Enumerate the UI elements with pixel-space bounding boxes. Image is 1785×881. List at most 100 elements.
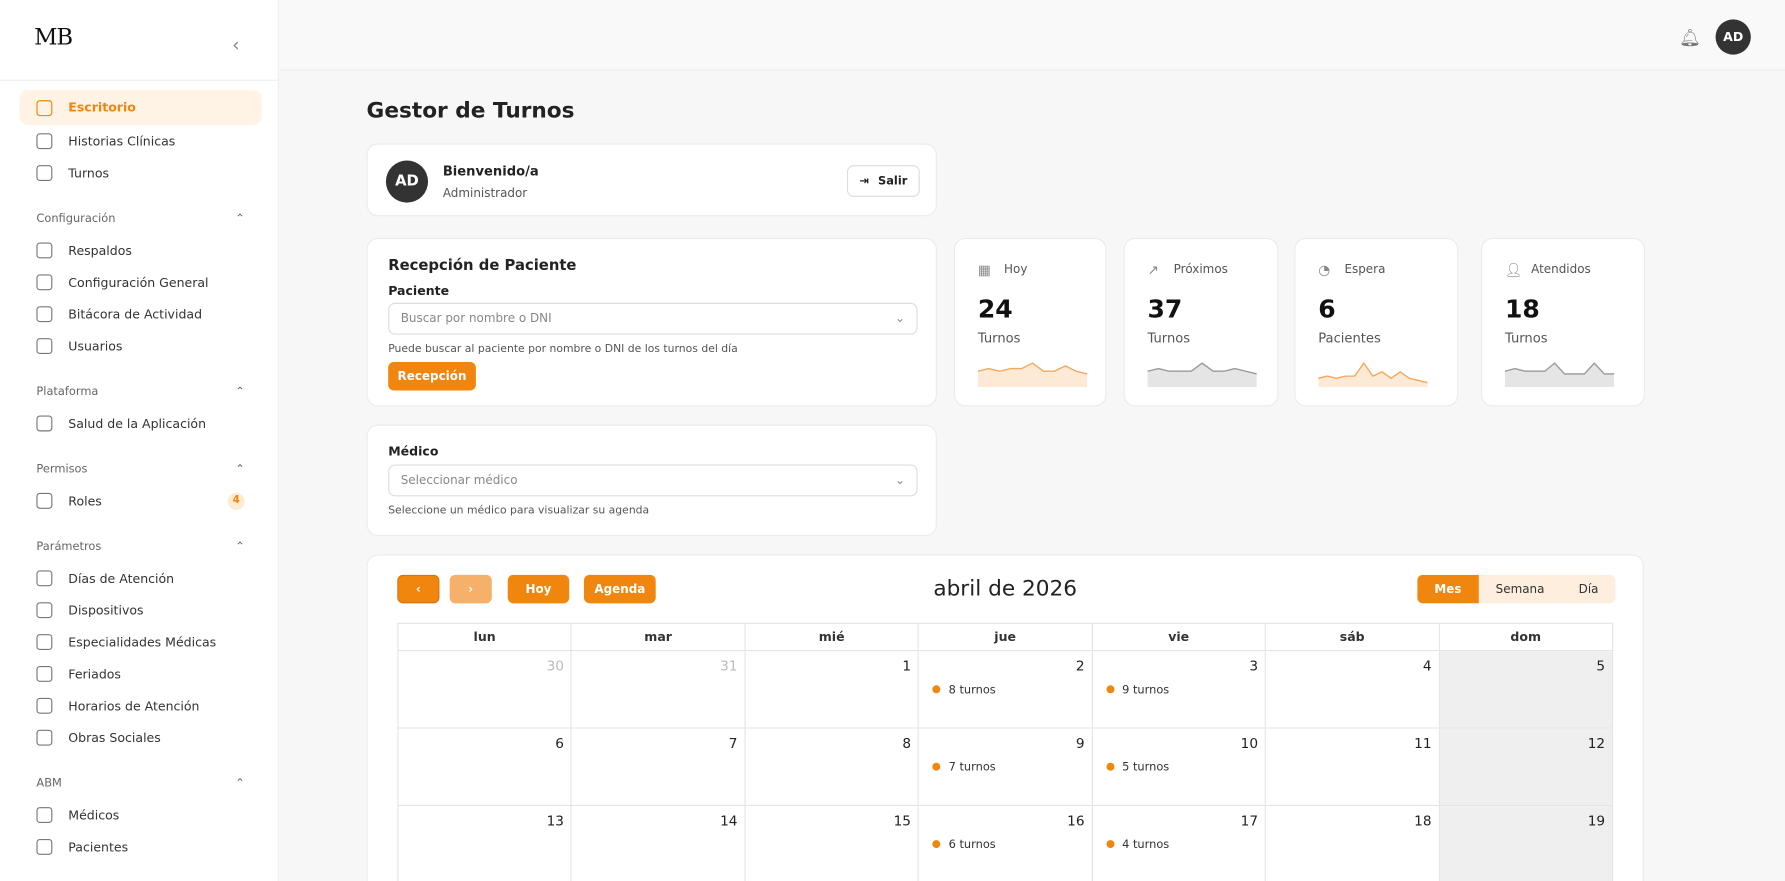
reception-card: Recepción de Paciente Paciente Buscar po… [366, 237, 937, 407]
day-number: 15 [893, 812, 912, 829]
next-month-button[interactable]: › [449, 574, 492, 604]
sidebar-item[interactable]: Usuarios [19, 330, 261, 362]
agenda-button[interactable]: Agenda [583, 574, 656, 604]
sparkline [1147, 362, 1257, 388]
sidebar-item-label: Pacientes [68, 839, 129, 855]
sidebar-section-header[interactable]: Permisos ⌃ [19, 460, 261, 478]
sidebar-item-0[interactable]: Escritorio [19, 89, 262, 126]
view-0-button[interactable]: Mes [1417, 574, 1479, 604]
placeholder: Buscar por nombre o DNI [400, 311, 552, 326]
day-cell[interactable]: 3 9 turnos [1091, 650, 1267, 729]
day-cell[interactable]: 8 [744, 727, 919, 806]
sidebar-section-header[interactable]: Parámetros ⌃ [19, 537, 261, 555]
day-number: 4 [1422, 657, 1432, 674]
stat-card-2: ◔ Espera 6 Pacientes [1294, 237, 1459, 407]
day-number: 9 [1075, 735, 1085, 752]
view-2-button[interactable]: Día [1578, 582, 1599, 596]
doctor-select[interactable]: Seleccionar médico ⌄ [388, 464, 918, 497]
day-cell[interactable]: 13 [397, 804, 572, 881]
day-cell[interactable]: 16 6 turnos [917, 804, 1093, 881]
day-cell[interactable]: 12 [1438, 727, 1614, 806]
sidebar-item[interactable]: Dispositivos [19, 594, 261, 626]
day-cell[interactable]: 6 [397, 727, 572, 806]
patient-search-input[interactable]: Buscar por nombre o DNI ⌄ [388, 302, 918, 335]
calendar-icon [36, 570, 53, 587]
sidebar-item[interactable]: Especialidades Médicas [19, 626, 261, 658]
sidebar-item[interactable]: Configuración General [19, 266, 261, 298]
section-title: Plataforma [36, 385, 99, 398]
bell-icon[interactable]: 🔔︎ [1679, 27, 1701, 48]
sidebar-item-label: Bitácora de Actividad [68, 306, 203, 322]
sidebar-item-label: Configuración General [68, 274, 209, 290]
collapse-sidebar-icon[interactable]: ‹ [232, 34, 240, 56]
sidebar-item[interactable]: Médicos [19, 799, 261, 831]
sidebar-item-2[interactable]: Turnos [19, 157, 261, 189]
sidebar-item[interactable]: Obras Sociales [19, 722, 261, 754]
calendar-icon: ▦ [977, 261, 991, 278]
stat-unit: Turnos [977, 330, 1021, 347]
sidebar-item[interactable]: Días de Atención [19, 562, 261, 594]
sidebar-section-header[interactable]: Plataforma ⌃ [19, 382, 261, 400]
day-cell[interactable]: 9 7 turnos [917, 727, 1093, 806]
user-avatar[interactable]: AD [1715, 19, 1751, 55]
calendar-icon [36, 165, 53, 182]
stat-value: 37 [1147, 295, 1183, 325]
event-count[interactable]: 7 turnos [933, 762, 996, 775]
day-number: 30 [546, 657, 564, 674]
today-button[interactable]: Hoy [507, 574, 570, 604]
day-cell[interactable]: 19 [1438, 804, 1614, 881]
sidebar-item-1[interactable]: Historias Clínicas [19, 125, 261, 157]
day-cell[interactable]: 1 [744, 650, 919, 729]
card-icon [36, 729, 53, 746]
sidebar-item[interactable]: Salud de la Aplicación [19, 408, 261, 440]
count-badge: 4 [227, 492, 245, 510]
event-count[interactable]: 8 turnos [933, 684, 996, 697]
heart-icon [36, 415, 53, 432]
folder-icon [36, 665, 53, 682]
day-cell[interactable]: 30 [397, 650, 572, 729]
sidebar-item[interactable]: Bitácora de Actividad [19, 298, 261, 330]
patient-label: Paciente [388, 283, 450, 299]
logout-button[interactable]: ⇥ Salir [846, 165, 920, 197]
sidebar-section-header[interactable]: Configuración ⌃ [19, 209, 261, 227]
event-count[interactable]: 5 turnos [1106, 762, 1169, 775]
sidebar-section-header[interactable]: ABM ⌃ [19, 774, 261, 792]
logout-label: Salir [878, 174, 908, 188]
day-cell[interactable]: 31 [570, 650, 746, 729]
logo: MB [34, 22, 73, 51]
sidebar-item[interactable]: Horarios de Atención [19, 690, 261, 722]
sidebar-item-label: Dispositivos [68, 602, 144, 618]
sidebar-item[interactable]: Pacientes [19, 831, 261, 863]
sidebar-item[interactable]: Feriados [19, 658, 261, 690]
day-cell[interactable]: 4 [1264, 650, 1440, 729]
event-count[interactable]: 4 turnos [1106, 839, 1169, 852]
gear-icon [36, 274, 53, 291]
section-title: ABM [36, 776, 62, 790]
day-number: 7 [728, 735, 738, 752]
prev-month-button[interactable]: ‹ [397, 574, 440, 604]
day-cell[interactable]: 18 [1264, 804, 1440, 881]
event-count[interactable]: 6 turnos [933, 839, 996, 852]
stat-title: Próximos [1173, 262, 1228, 277]
event-count[interactable]: 9 turnos [1106, 684, 1169, 697]
weekday-header: mié [744, 622, 919, 652]
reception-button[interactable]: Recepción [388, 362, 476, 391]
day-cell[interactable]: 15 [744, 804, 919, 881]
day-cell[interactable]: 2 8 turnos [917, 650, 1093, 729]
day-cell[interactable]: 11 [1264, 727, 1440, 806]
day-cell[interactable]: 14 [570, 804, 746, 881]
day-cell[interactable]: 7 [570, 727, 746, 806]
sidebar-item[interactable]: Roles 4 [19, 485, 261, 517]
day-number: 8 [902, 735, 912, 752]
day-cell[interactable]: 17 4 turnos [1091, 804, 1267, 881]
view-1-button[interactable]: Semana [1495, 582, 1545, 596]
day-cell[interactable]: 10 5 turnos [1091, 727, 1267, 806]
stat-title: Hoy [1004, 262, 1028, 277]
topbar: 🔔︎ AD [278, 0, 1785, 71]
chevron-up-icon: ⌃ [235, 385, 245, 398]
day-cell[interactable]: 5 [1438, 650, 1614, 729]
stat-card-3: 👤︎ Atendidos 18 Turnos [1481, 237, 1645, 407]
stat-value: 18 [1504, 295, 1540, 325]
sidebar-item[interactable]: Respaldos [19, 235, 261, 267]
placeholder: Seleccionar médico [400, 473, 518, 488]
